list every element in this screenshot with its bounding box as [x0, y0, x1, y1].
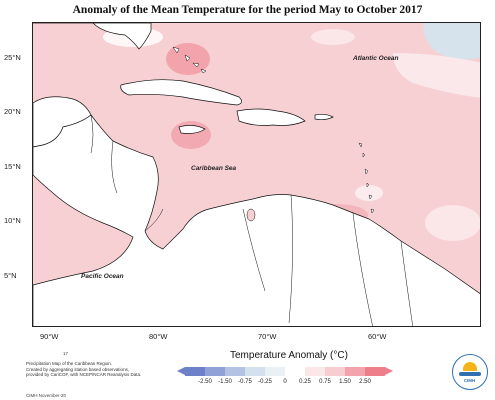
colorbar-label: 2.50: [359, 379, 371, 385]
hispaniola-island: [236, 108, 306, 126]
florida-landmass: [33, 23, 152, 50]
lat-tick-10n: 10°N: [4, 216, 21, 225]
lon-tick-90w: 90°W: [40, 332, 59, 341]
colorbar-label: 0: [283, 379, 287, 385]
colorbar-label: 0.25: [299, 379, 311, 385]
atlantic-ocean-label: Atlantic Ocean: [353, 55, 399, 62]
footer-stamp: CIMH November-20: [26, 393, 67, 398]
footer-note-line: Precipitation Map of the Caribbean Regio…: [26, 361, 113, 366]
colorbar-high-arrow: [385, 367, 393, 375]
wave-icon: [459, 372, 481, 376]
colorbar-swatch: [225, 367, 245, 376]
pacific-ocean-label: Pacific Ocean: [81, 273, 124, 280]
colorbar-swatch: [325, 367, 345, 376]
colorbar-swatch: [205, 367, 225, 376]
puerto-rico-island: [314, 113, 334, 121]
cuba-island: [120, 79, 242, 106]
colorbar-low-arrow: [177, 367, 185, 375]
colorbar-swatch: [245, 367, 265, 376]
jamaica-island: [178, 125, 206, 134]
footer-number: 17: [63, 351, 69, 356]
weak-patch-east: [425, 205, 480, 241]
weak-patch-north: [311, 29, 355, 45]
lake-maracaibo: [246, 208, 256, 222]
colorbar-label: -1.50: [218, 379, 232, 385]
colorbar-label: 0.75: [319, 379, 331, 385]
country-borders: [90, 114, 413, 326]
colorbar: [177, 367, 393, 376]
colorbar-swatch: [365, 367, 385, 376]
colorbar-swatch: [345, 367, 365, 376]
caribbean-map: [33, 23, 480, 326]
colorbar-label: -0.25: [258, 379, 272, 385]
lesser-antilles-islands: [358, 142, 375, 214]
sun-icon: [463, 362, 477, 371]
colorbar-label: 1.50: [339, 379, 351, 385]
cool-patch-northeast: [423, 23, 480, 60]
footer-notes: Precipitation Map of the Caribbean Regio…: [26, 361, 176, 378]
colorbar-swatch: [185, 367, 205, 376]
map-title: Anomaly of the Mean Temperature for the …: [72, 4, 423, 16]
colorbar-swatch: [305, 367, 325, 376]
colorbar-label: -2.50: [198, 379, 212, 385]
cimh-logo: CIMH: [452, 354, 488, 390]
map-panel: Atlantic Ocean Caribbean Sea Pacific Oce…: [32, 22, 481, 327]
bahamas-islands: [172, 46, 207, 74]
lon-tick-60w: 60°W: [368, 332, 387, 341]
lon-tick-80w: 80°W: [149, 332, 168, 341]
footer-note-line: provided by CariCOF, with NCEP/NCAR Rean…: [26, 372, 142, 377]
legend-title: Temperature Anomaly (°C): [230, 350, 348, 361]
weak-patch-atlantic: [393, 53, 480, 98]
caribbean-sea-label: Caribbean Sea: [191, 165, 237, 172]
logo-text: CIMH: [463, 378, 476, 383]
lat-tick-15n: 15°N: [4, 162, 21, 171]
lat-tick-25n: 25°N: [4, 53, 21, 62]
lat-tick-5n: 5°N: [4, 271, 17, 280]
footer-note-line: Created by aggregating station based obs…: [26, 366, 130, 372]
colorbar-label: -0.75: [238, 379, 252, 385]
central-south-america-landmass: [33, 114, 480, 326]
lat-tick-20n: 20°N: [4, 107, 21, 116]
colorbar-swatch: [265, 367, 285, 376]
weak-patch-lesser-antilles: [355, 185, 383, 201]
colorbar-swatch: [285, 367, 305, 376]
lon-tick-70w: 70°W: [258, 332, 277, 341]
colorbar-labels: -2.50 -1.50 -0.75 -0.25 0 0.25 0.75 1.50…: [185, 379, 385, 389]
